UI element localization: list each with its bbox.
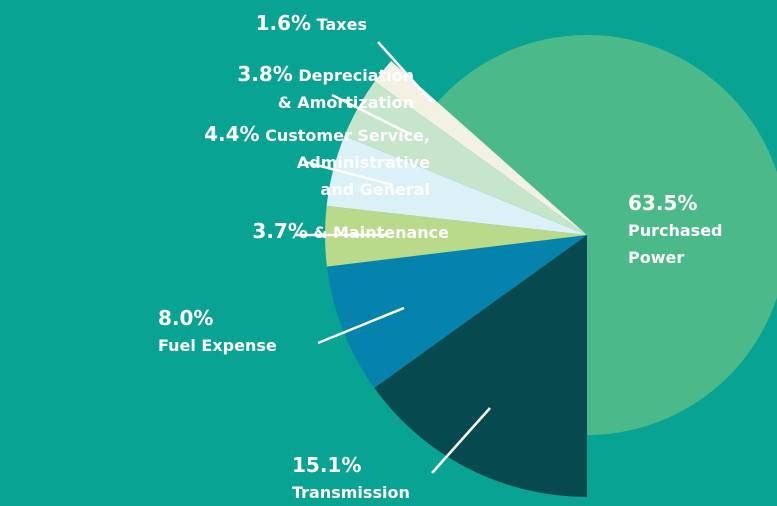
percent-label: 63.5%: [628, 191, 698, 215]
percent-label: 15.1%: [292, 453, 362, 477]
leader-line: [431, 407, 491, 474]
slice-label: 4.4% Customer Service, Administrative an…: [30, 121, 430, 203]
category-label: Transmission: [292, 483, 410, 502]
slice-label: 3.7% & Maintenance: [49, 218, 449, 246]
pie-slice: [326, 235, 587, 388]
leader-line: [331, 93, 413, 137]
pie-slice: [326, 135, 587, 235]
pie-slice: [325, 205, 587, 267]
percent-label: 3.8%: [237, 62, 293, 86]
percent-label: 8.0%: [158, 306, 214, 330]
pie-slice: [437, 35, 777, 435]
pie-slice: [344, 81, 587, 235]
leader-line: [377, 41, 433, 103]
slice-label: 8.0% Fuel Expense: [158, 305, 277, 359]
slice-label: 15.1% Transmission: [292, 452, 410, 506]
pie-slice: [374, 60, 587, 235]
category-label: Fuel Expense: [158, 336, 277, 355]
percent-label: 3.7%: [252, 219, 308, 243]
leader-line: [317, 306, 405, 345]
pie-slice: [374, 235, 587, 497]
category-label: Purchased Power: [628, 221, 723, 267]
percent-label: 1.6%: [255, 11, 312, 35]
category-label: Taxes: [316, 15, 367, 34]
slice-label: 1.6% Taxes: [0, 10, 367, 38]
category-label: & Maintenance: [313, 223, 449, 242]
slice-label: 63.5% Purchased Power: [628, 190, 777, 271]
percent-label: 4.4%: [204, 122, 260, 146]
category-label: Customer Service, Administrative and Gen…: [265, 126, 430, 199]
slice-label: 3.8% Depreciation & Amortization: [14, 61, 414, 116]
category-label: Depreciation & Amortization: [277, 66, 414, 112]
leader-line: [304, 160, 394, 187]
